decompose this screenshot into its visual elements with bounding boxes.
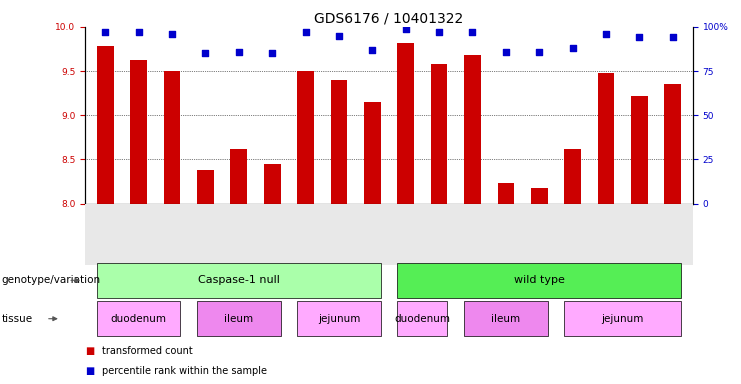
Point: [400, 26, 412, 32]
Point: [467, 29, 479, 35]
Text: ileum: ileum: [491, 314, 520, 324]
Bar: [264, 164, 281, 204]
Point: [634, 35, 645, 41]
Bar: [464, 55, 481, 204]
Text: percentile rank within the sample: percentile rank within the sample: [102, 366, 267, 376]
Point: [600, 31, 612, 37]
Bar: [631, 96, 648, 204]
Bar: [197, 170, 213, 204]
Bar: [230, 149, 247, 204]
Point: [366, 47, 378, 53]
Text: jejunum: jejunum: [602, 314, 644, 324]
Point: [133, 29, 144, 35]
Point: [99, 29, 111, 35]
Point: [500, 48, 512, 55]
Bar: [665, 84, 681, 204]
Point: [233, 48, 245, 55]
Point: [534, 48, 545, 55]
Point: [667, 35, 679, 41]
Text: wild type: wild type: [514, 275, 565, 285]
Point: [266, 50, 278, 56]
Text: genotype/variation: genotype/variation: [1, 275, 101, 285]
Text: duodenum: duodenum: [394, 314, 451, 324]
Point: [299, 29, 311, 35]
Bar: [97, 46, 113, 204]
Bar: [497, 183, 514, 204]
Text: transformed count: transformed count: [102, 346, 192, 356]
Text: ■: ■: [85, 366, 94, 376]
Point: [567, 45, 579, 51]
Point: [433, 29, 445, 35]
Bar: [598, 73, 614, 204]
Bar: [164, 71, 180, 204]
Bar: [531, 188, 548, 204]
Text: tissue: tissue: [1, 314, 33, 324]
Point: [166, 31, 178, 37]
Text: duodenum: duodenum: [110, 314, 167, 324]
Bar: [297, 71, 314, 204]
Bar: [397, 43, 414, 204]
Text: ileum: ileum: [225, 314, 253, 324]
Text: jejunum: jejunum: [318, 314, 360, 324]
Bar: [330, 80, 348, 204]
Bar: [431, 64, 448, 204]
Text: GDS6176 / 10401322: GDS6176 / 10401322: [314, 12, 464, 25]
Text: ■: ■: [85, 346, 94, 356]
Text: Caspase-1 null: Caspase-1 null: [198, 275, 279, 285]
Point: [333, 33, 345, 39]
Bar: [130, 60, 147, 204]
Bar: [565, 149, 581, 204]
Point: [199, 50, 211, 56]
Bar: [364, 102, 381, 204]
